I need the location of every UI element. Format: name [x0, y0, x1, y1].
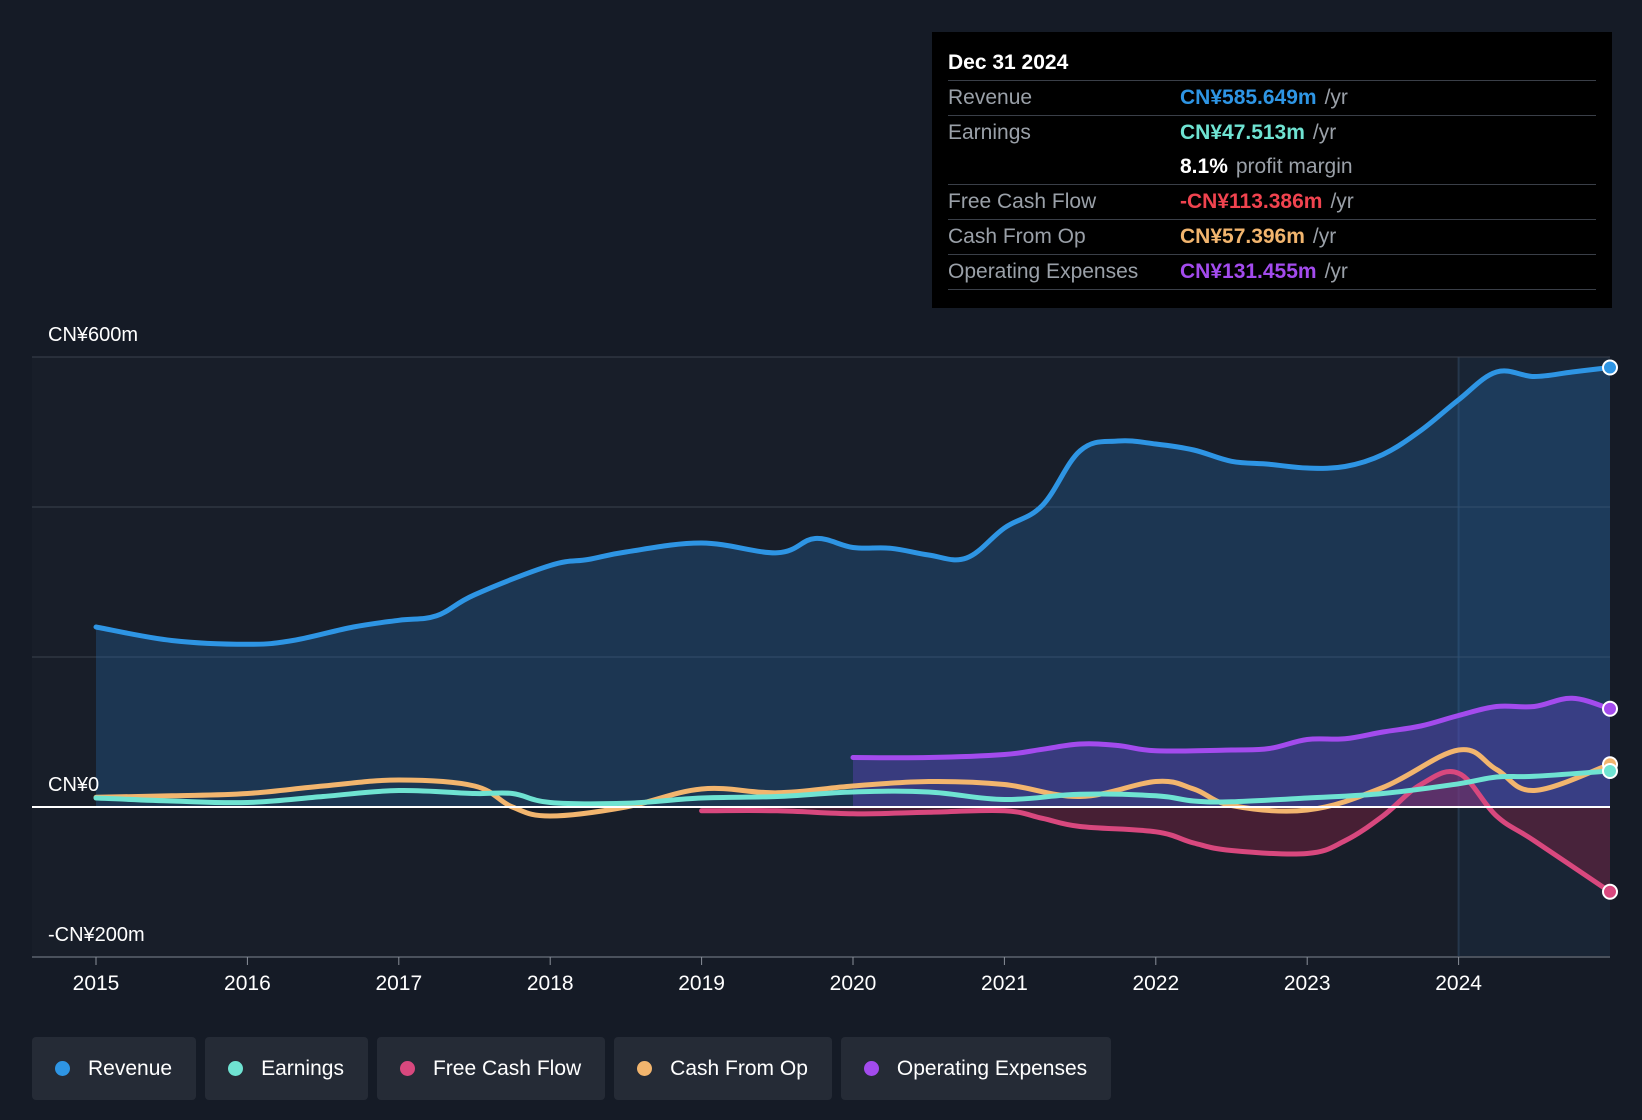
- tooltip-row-revenue: Revenue CN¥585.649m /yr: [948, 81, 1596, 116]
- revenue-end-marker: [1602, 359, 1618, 376]
- tooltip-row-unit: /yr: [1312, 121, 1337, 144]
- operating-expenses-end-marker: [1602, 700, 1618, 717]
- x-axis-ticks: 2015 2016 2017 2018 2019 2020 2021 2022 2023 2024: [73, 957, 1482, 995]
- free-cash-flow-line: [699, 769, 1613, 895]
- y-axis-label: -CN¥200m: [48, 924, 145, 946]
- tooltip-row-free-cash-flow: Free Cash Flow -CN¥113.386m /yr: [948, 185, 1596, 220]
- tooltip-row-cash-from-op: Cash From Op CN¥57.396m /yr: [948, 220, 1596, 255]
- legend-label: Revenue: [88, 1056, 173, 1080]
- tooltip-row-value: CN¥585.649m: [1180, 86, 1317, 109]
- tooltip-row-value: CN¥47.513m: [1180, 121, 1305, 144]
- tooltip-row-label: Operating Expenses: [948, 260, 1139, 283]
- legend-item-revenue[interactable]: Revenue: [32, 1037, 197, 1100]
- legend-item-cash-from-op[interactable]: Cash From Op: [614, 1037, 832, 1100]
- cash-from-op-dot-icon: [637, 1061, 653, 1076]
- free-cash-flow-dot-icon: [399, 1061, 415, 1076]
- tooltip-row-unit: /yr: [1330, 190, 1354, 213]
- tooltip-row-label: Revenue: [948, 86, 1033, 109]
- tooltip-row-label: [948, 150, 1180, 184]
- tooltip-panel: Dec 31 2024 Revenue CN¥585.649m /yr Earn…: [932, 32, 1612, 308]
- series-lines: [93, 365, 1613, 895]
- tooltip-row-value: CN¥57.396m: [1180, 225, 1305, 248]
- tooltip-row-earnings: Earnings CN¥47.513m /yr: [948, 116, 1596, 150]
- x-tick-label: 2017: [375, 972, 422, 995]
- y-axis-labels: CN¥600m CN¥0 -CN¥200m: [48, 324, 145, 946]
- x-tick-label: 2021: [981, 972, 1028, 995]
- tooltip-row-label: Cash From Op: [948, 225, 1086, 248]
- x-tick-label: 2022: [1132, 972, 1179, 995]
- free-cash-flow-end-marker: [1602, 883, 1618, 900]
- x-tick-label: 2020: [830, 972, 877, 995]
- operating-expenses-dot-icon: [863, 1061, 879, 1076]
- revenue-dot-icon: [55, 1061, 70, 1076]
- y-axis-label: CN¥600m: [48, 324, 138, 346]
- tooltip-row-label: Free Cash Flow: [948, 190, 1097, 213]
- legend-item-operating-expenses[interactable]: Operating Expenses: [840, 1037, 1112, 1100]
- legend-label: Cash From Op: [670, 1056, 808, 1080]
- tooltip-row-value: -CN¥113.386m: [1180, 190, 1323, 213]
- operating-expenses-area: [853, 698, 1610, 807]
- x-tick-label: 2018: [527, 972, 574, 995]
- x-tick-label: 2024: [1435, 972, 1482, 995]
- earnings-dot-icon: [228, 1061, 244, 1076]
- cash-from-op-line: [93, 747, 1613, 819]
- revenue-area: [96, 367, 1610, 807]
- legend-label: Earnings: [261, 1056, 344, 1080]
- x-tick-label: 2016: [224, 972, 271, 995]
- tooltip-row-value: 8.1%: [1180, 155, 1228, 178]
- x-tick-label: 2023: [1284, 972, 1331, 995]
- operating-expenses-line: [850, 695, 1613, 761]
- earnings-end-marker: [1602, 763, 1618, 779]
- gridlines: [32, 356, 1610, 958]
- tooltip-row-profit-margin: 8.1% profit margin: [948, 150, 1596, 185]
- legend-item-free-cash-flow[interactable]: Free Cash Flow: [376, 1037, 606, 1100]
- tooltip-row-value: CN¥131.455m: [1180, 260, 1317, 283]
- y-axis-label: CN¥0: [48, 774, 99, 796]
- x-tick-label: 2019: [678, 972, 725, 995]
- tooltip-row-unit: profit margin: [1235, 155, 1353, 178]
- tooltip-row-operating-expenses: Operating Expenses CN¥131.455m /yr: [948, 255, 1596, 290]
- earnings-line: [93, 768, 1613, 807]
- series-end-markers: [1602, 359, 1618, 900]
- chart-legend: Revenue Earnings Free Cash Flow Cash Fro…: [32, 1037, 1112, 1100]
- tooltip-row-unit: /yr: [1312, 225, 1337, 248]
- tooltip-row-unit: /yr: [1324, 86, 1348, 109]
- x-tick-label: 2015: [73, 972, 120, 995]
- tooltip-date: Dec 31 2024: [948, 46, 1596, 81]
- tooltip-row-label: Earnings: [948, 121, 1031, 144]
- revenue-line: [93, 365, 1613, 647]
- legend-label: Operating Expenses: [896, 1056, 1088, 1080]
- tooltip-row-unit: /yr: [1324, 260, 1348, 283]
- legend-label: Free Cash Flow: [432, 1056, 582, 1080]
- legend-item-earnings[interactable]: Earnings: [205, 1037, 368, 1100]
